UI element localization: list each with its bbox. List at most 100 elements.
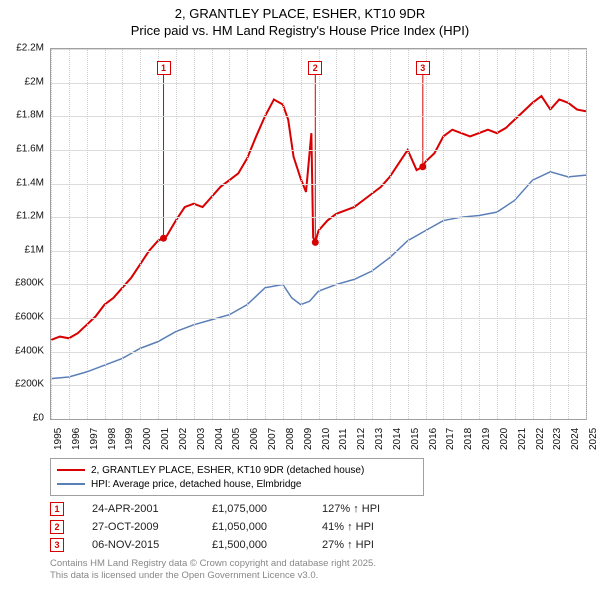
legend-item: 2, GRANTLEY PLACE, ESHER, KT10 9DR (deta… bbox=[57, 463, 417, 477]
gridline-v bbox=[390, 49, 391, 419]
x-axis: 1995199619971998199920002001200220032004… bbox=[50, 420, 585, 460]
x-tick-label: 1997 bbox=[89, 428, 100, 450]
x-tick-label: 2015 bbox=[410, 428, 421, 450]
y-axis: £0£200K£400K£600K£800K£1M£1.2M£1.4M£1.6M… bbox=[0, 48, 48, 418]
y-tick-label: £1.4M bbox=[16, 177, 44, 188]
sales-row: 227-OCT-2009£1,050,00041% ↑ HPI bbox=[50, 518, 422, 536]
gridline-v bbox=[229, 49, 230, 419]
x-tick-label: 2014 bbox=[392, 428, 403, 450]
x-tick-label: 2019 bbox=[481, 428, 492, 450]
title-block: 2, GRANTLEY PLACE, ESHER, KT10 9DR Price… bbox=[0, 0, 600, 42]
legend: 2, GRANTLEY PLACE, ESHER, KT10 9DR (deta… bbox=[50, 458, 424, 496]
y-tick-label: £1.8M bbox=[16, 110, 44, 121]
y-tick-label: £1.6M bbox=[16, 143, 44, 154]
gridline-v bbox=[319, 49, 320, 419]
footnote-line2: This data is licensed under the Open Gov… bbox=[50, 570, 376, 582]
sales-row-price: £1,500,000 bbox=[212, 539, 322, 551]
x-tick-label: 2002 bbox=[178, 428, 189, 450]
sales-row-price: £1,075,000 bbox=[212, 503, 322, 515]
sale-marker-dot bbox=[160, 235, 167, 242]
gridline-v bbox=[408, 49, 409, 419]
footnote: Contains HM Land Registry data © Crown c… bbox=[50, 558, 376, 582]
x-tick-label: 2018 bbox=[463, 428, 474, 450]
sales-row: 306-NOV-2015£1,500,00027% ↑ HPI bbox=[50, 536, 422, 554]
x-tick-label: 2017 bbox=[445, 428, 456, 450]
legend-swatch bbox=[57, 483, 85, 485]
legend-label: HPI: Average price, detached house, Elmb… bbox=[91, 479, 302, 490]
x-tick-label: 2006 bbox=[249, 428, 260, 450]
sale-marker-label: 3 bbox=[416, 61, 430, 75]
x-tick-label: 2020 bbox=[499, 428, 510, 450]
y-tick-label: £400K bbox=[15, 345, 44, 356]
gridline-v bbox=[247, 49, 248, 419]
gridline-v bbox=[497, 49, 498, 419]
gridline-v bbox=[87, 49, 88, 419]
x-tick-label: 2023 bbox=[552, 428, 563, 450]
y-tick-label: £200K bbox=[15, 379, 44, 390]
x-tick-label: 2025 bbox=[588, 428, 599, 450]
x-tick-label: 1995 bbox=[53, 428, 64, 450]
gridline-v bbox=[426, 49, 427, 419]
plot-area: 1 2 3 bbox=[50, 48, 587, 420]
x-tick-label: 2016 bbox=[428, 428, 439, 450]
gridline-v bbox=[69, 49, 70, 419]
legend-label: 2, GRANTLEY PLACE, ESHER, KT10 9DR (deta… bbox=[91, 465, 364, 476]
y-tick-label: £800K bbox=[15, 278, 44, 289]
gridline-v bbox=[550, 49, 551, 419]
x-tick-label: 2007 bbox=[267, 428, 278, 450]
x-tick-label: 2021 bbox=[517, 428, 528, 450]
x-tick-label: 2010 bbox=[321, 428, 332, 450]
y-tick-label: £1M bbox=[25, 244, 44, 255]
gridline-v bbox=[586, 49, 587, 419]
gridline-v bbox=[301, 49, 302, 419]
sale-marker-label: 2 bbox=[308, 61, 322, 75]
gridline-v bbox=[176, 49, 177, 419]
gridline-v bbox=[105, 49, 106, 419]
y-tick-label: £2M bbox=[25, 76, 44, 87]
x-tick-label: 2003 bbox=[196, 428, 207, 450]
sale-marker-label: 1 bbox=[157, 61, 171, 75]
title-address: 2, GRANTLEY PLACE, ESHER, KT10 9DR bbox=[0, 6, 600, 21]
sales-row-date: 24-APR-2001 bbox=[92, 503, 212, 515]
gridline-v bbox=[140, 49, 141, 419]
x-tick-label: 2022 bbox=[535, 428, 546, 450]
footnote-line1: Contains HM Land Registry data © Crown c… bbox=[50, 558, 376, 570]
sales-table: 1 24-APR-2001£1,075,000127% ↑ HPI 227-OCT-… bbox=[50, 500, 422, 554]
x-tick-label: 1999 bbox=[124, 428, 135, 450]
legend-item: HPI: Average price, detached house, Elmb… bbox=[57, 477, 417, 491]
x-tick-label: 1996 bbox=[71, 428, 82, 450]
sales-row: 1 24-APR-2001£1,075,000127% ↑ HPI bbox=[50, 500, 422, 518]
x-tick-label: 2012 bbox=[356, 428, 367, 450]
gridline-v bbox=[479, 49, 480, 419]
gridline-v bbox=[51, 49, 52, 419]
gridline-v bbox=[443, 49, 444, 419]
gridline-v bbox=[194, 49, 195, 419]
gridline-v bbox=[515, 49, 516, 419]
sales-row-price: £1,050,000 bbox=[212, 521, 322, 533]
y-tick-label: £0 bbox=[33, 413, 44, 424]
sales-row-date: 06-NOV-2015 bbox=[92, 539, 212, 551]
sales-row-pct: 27% ↑ HPI bbox=[322, 539, 422, 551]
x-tick-label: 2005 bbox=[231, 428, 242, 450]
gridline-v bbox=[122, 49, 123, 419]
x-tick-label: 2011 bbox=[338, 428, 349, 450]
gridline-v bbox=[283, 49, 284, 419]
x-tick-label: 2024 bbox=[570, 428, 581, 450]
chart-container: 2, GRANTLEY PLACE, ESHER, KT10 9DR Price… bbox=[0, 0, 600, 590]
sales-row-marker: 1 bbox=[50, 502, 64, 516]
gridline-v bbox=[568, 49, 569, 419]
y-tick-label: £600K bbox=[15, 312, 44, 323]
y-tick-label: £1.2M bbox=[16, 211, 44, 222]
title-subtitle: Price paid vs. HM Land Registry's House … bbox=[0, 23, 600, 38]
x-tick-label: 2000 bbox=[142, 428, 153, 450]
y-tick-label: £2.2M bbox=[16, 43, 44, 54]
sales-row-pct: 127% ↑ HPI bbox=[322, 503, 422, 515]
gridline-v bbox=[158, 49, 159, 419]
legend-swatch bbox=[57, 469, 85, 471]
x-tick-label: 2004 bbox=[214, 428, 225, 450]
x-tick-label: 2001 bbox=[160, 428, 171, 450]
x-tick-label: 2008 bbox=[285, 428, 296, 450]
gridline-v bbox=[372, 49, 373, 419]
sales-row-date: 27-OCT-2009 bbox=[92, 521, 212, 533]
sales-row-pct: 41% ↑ HPI bbox=[322, 521, 422, 533]
